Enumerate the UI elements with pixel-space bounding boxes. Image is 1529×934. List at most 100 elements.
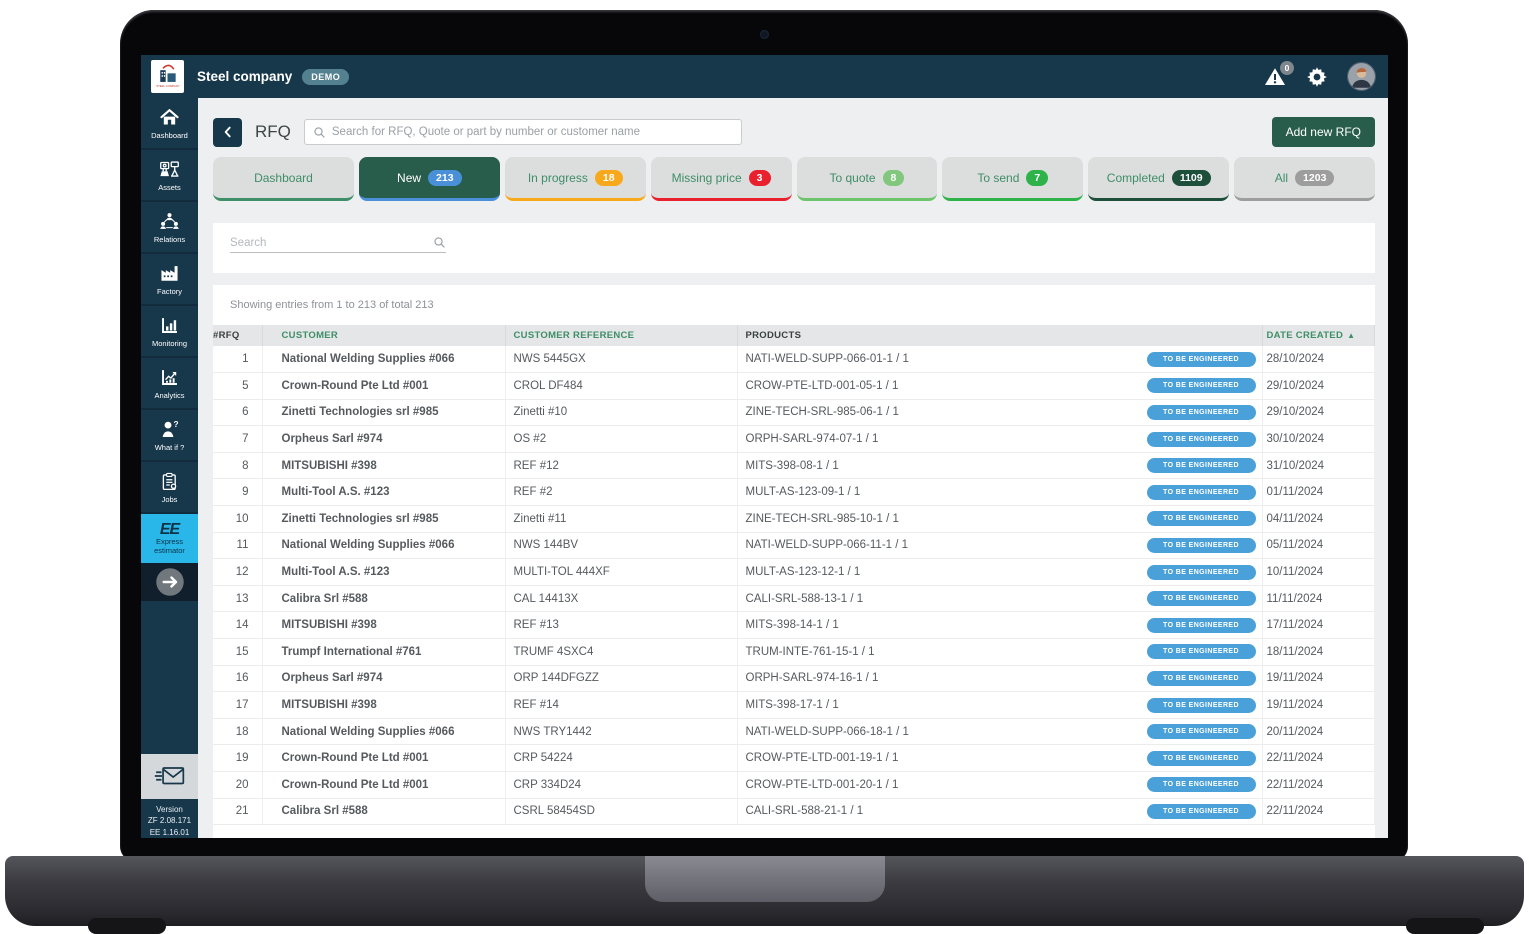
rfq-table-row[interactable]: 15 Trumpf International #761 TRUMF 4SXC4… (213, 638, 1375, 666)
cell-rfq-number: 13 (213, 585, 263, 613)
product-code: CALI-SRL-588-13-1 / 1 (745, 592, 864, 605)
product-code: ORPH-SARL-974-07-1 / 1 (745, 433, 879, 446)
cell-customer: Multi-Tool A.S. #123 (262, 478, 506, 507)
rfq-table-row[interactable]: 14 MITSUBISHI #398 REF #13 MITS-398-14-1… (213, 611, 1375, 640)
company-logo[interactable]: STEEL COMPANY (151, 60, 184, 93)
cell-customer: Calibra Srl #588 (262, 585, 506, 613)
version-zf: ZF 2.08.171 (147, 816, 192, 825)
cell-customer-reference: OS #2 (505, 425, 738, 453)
cell-customer: Orpheus Sarl #974 (262, 425, 506, 453)
rfq-table-row[interactable]: 9 Multi-Tool A.S. #123 REF #2 MULT-AS-12… (213, 478, 1375, 507)
product-code: MITS-398-14-1 / 1 (745, 619, 839, 632)
monitoring-icon (159, 315, 180, 336)
sidebar-item-what-if[interactable]: ? What if ? (141, 410, 198, 462)
top-navbar: STEEL COMPANY Steel company DEMO 0 (141, 55, 1388, 98)
status-badge: TO BE ENGINEERED (1146, 591, 1256, 607)
sidebar-item-factory[interactable]: Factory (141, 254, 198, 306)
sidebar-item-monitoring[interactable]: Monitoring (141, 306, 198, 358)
column-header-products[interactable]: PRODUCTS (737, 325, 1263, 346)
add-new-rfq-button[interactable]: Add new RFQ (1271, 117, 1375, 147)
status-badge: TO BE ENGINEERED (1146, 378, 1256, 394)
rfq-table-row[interactable]: 21 Calibra Srl #588 CSRL 58454SD CALI-SR… (213, 798, 1375, 826)
cell-date-created: 04/11/2024 (1262, 505, 1375, 533)
cell-customer-reference: TRUMF 4SXC4 (505, 638, 738, 666)
cell-rfq-number: 15 (213, 638, 263, 666)
cell-products: ORPH-SARL-974-16-1 / 1 TO BE ENGINEERED (737, 665, 1263, 693)
rfq-table-row[interactable]: 11 National Welding Supplies #066 NWS 14… (213, 532, 1375, 560)
rfq-table-row[interactable]: 10 Zinetti Technologies srl #985 Zinetti… (213, 505, 1375, 533)
column-header-rfq[interactable]: #RFQ (213, 325, 263, 346)
global-search-input[interactable] (331, 126, 733, 138)
notifications-button[interactable]: 0 (1263, 60, 1294, 89)
cell-date-created: 05/11/2024 (1262, 532, 1375, 560)
rfq-table-row[interactable]: 6 Zinetti Technologies srl #985 Zinetti … (213, 399, 1375, 427)
rfq-table-row[interactable]: 12 Multi-Tool A.S. #123 MULTI-TOL 444XF … (213, 558, 1375, 586)
user-avatar[interactable] (1347, 62, 1376, 91)
cell-date-created: 20/11/2024 (1262, 718, 1375, 746)
rfq-table-row[interactable]: 5 Crown-Round Pte Ltd #001 CROL DF484 CR… (213, 372, 1375, 400)
chevron-left-icon (224, 126, 231, 138)
sidebar-item-label: Analytics (154, 390, 185, 400)
cell-rfq-number: 16 (213, 665, 263, 693)
tabs-row: Dashboard New 213 In progress 18 Missing… (213, 157, 1375, 201)
tab-to-send[interactable]: To send 7 (942, 157, 1084, 201)
product-code: NATI-WELD-SUPP-066-01-1 / 1 (745, 353, 909, 366)
laptop-bezel: STEEL COMPANY Steel company DEMO 0 (120, 10, 1408, 862)
tab-count-badge: 7 (1026, 169, 1049, 186)
sidebar-item-analytics[interactable]: Analytics (141, 358, 198, 410)
back-button[interactable] (213, 117, 242, 147)
cell-rfq-number: 18 (213, 718, 263, 746)
sidebar-item-assets[interactable]: Assets (141, 150, 198, 202)
column-header-customer[interactable]: CUSTOMER (262, 325, 506, 346)
rfq-table-row[interactable]: 8 MITSUBISHI #398 REF #12 MITS-398-08-1 … (213, 452, 1375, 480)
rfq-table-row[interactable]: 1 National Welding Supplies #066 NWS 544… (213, 346, 1375, 374)
list-search-input[interactable] (230, 236, 433, 249)
cell-products: MULT-AS-123-12-1 / 1 TO BE ENGINEERED (737, 558, 1263, 586)
rfq-table-row[interactable]: 18 National Welding Supplies #066 NWS TR… (213, 718, 1375, 746)
cell-customer: Calibra Srl #588 (262, 798, 506, 826)
date-created-label: DATE CREATED (1266, 330, 1344, 341)
sidebar-item-dashboard[interactable]: Dashboard (141, 98, 198, 150)
tab-all[interactable]: All 1203 (1234, 157, 1375, 201)
table-header-row: #RFQ CUSTOMER CUSTOMER REFERENCE PRODUCT… (213, 325, 1375, 346)
tab-completed[interactable]: Completed 1109 (1088, 157, 1230, 201)
rfq-table-row[interactable]: 20 Crown-Round Pte Ltd #001 CRP 334D24 C… (213, 771, 1375, 799)
status-badge: TO BE ENGINEERED (1146, 697, 1256, 713)
status-badge: TO BE ENGINEERED (1146, 803, 1256, 819)
cell-customer-reference: NWS 144BV (505, 532, 738, 560)
cell-customer-reference: NWS TRY1442 (505, 718, 738, 746)
settings-button[interactable] (1305, 65, 1329, 89)
sidebar-item-jobs[interactable]: Jobs (141, 462, 198, 514)
tab-to-quote[interactable]: To quote 8 (796, 157, 938, 201)
tab-in-progress[interactable]: In progress 18 (504, 157, 646, 201)
cell-customer: MITSUBISHI #398 (262, 452, 506, 480)
rfq-table-row[interactable]: 19 Crown-Round Pte Ltd #001 CRP 54224 CR… (213, 744, 1375, 772)
sidebar-mail-button[interactable] (141, 753, 198, 799)
sidebar-item-express-estimator[interactable]: EE Express estimator (141, 514, 198, 563)
rfq-table-row[interactable]: 16 Orpheus Sarl #974 ORP 144DFGZZ ORPH-S… (213, 665, 1375, 693)
tab-missing-price[interactable]: Missing price 3 (650, 157, 792, 201)
tab-label: Missing price (671, 170, 742, 185)
webcam (760, 30, 769, 39)
status-badge: TO BE ENGINEERED (1146, 537, 1256, 553)
tab-new[interactable]: New 213 (358, 157, 500, 201)
company-name: Steel company (197, 69, 293, 84)
sidebar-expand-button[interactable] (155, 567, 185, 597)
sidebar-item-relations[interactable]: Relations (141, 202, 198, 254)
rfq-table-row[interactable]: 13 Calibra Srl #588 CAL 14413X CALI-SRL-… (213, 585, 1375, 613)
sidebar-nav: Dashboard Assets Relations Factory Monit… (141, 98, 198, 514)
column-header-date-created[interactable]: DATE CREATED ▲ (1262, 325, 1375, 346)
cell-rfq-number: 8 (213, 452, 263, 480)
cell-rfq-number: 11 (213, 532, 263, 560)
product-code: CROW-PTE-LTD-001-19-1 / 1 (745, 752, 899, 765)
rfq-table-row[interactable]: 17 MITSUBISHI #398 REF #14 MITS-398-17-1… (213, 691, 1375, 719)
rfq-table-row[interactable]: 7 Orpheus Sarl #974 OS #2 ORPH-SARL-974-… (213, 425, 1375, 453)
tab-dashboard[interactable]: Dashboard (213, 157, 354, 201)
column-header-reference[interactable]: CUSTOMER REFERENCE (505, 325, 738, 346)
cell-date-created: 17/11/2024 (1262, 611, 1375, 640)
status-badge: TO BE ENGINEERED (1146, 458, 1256, 474)
cell-date-created: 22/11/2024 (1262, 798, 1375, 826)
sort-asc-icon: ▲ (1347, 331, 1356, 340)
cell-products: CALI-SRL-588-21-1 / 1 TO BE ENGINEERED (737, 798, 1263, 826)
cell-customer-reference: CRP 54224 (505, 744, 738, 772)
